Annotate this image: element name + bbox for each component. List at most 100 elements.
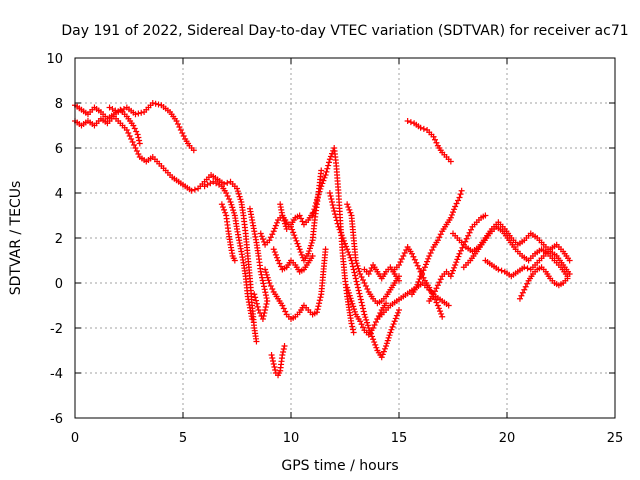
data-point	[309, 253, 316, 259]
data-point	[352, 257, 359, 264]
y-tick-label: 4	[55, 187, 63, 202]
data-point	[463, 235, 470, 242]
data-point	[273, 254, 280, 261]
data-point	[230, 209, 237, 216]
data-point	[383, 343, 390, 349]
data-point	[414, 281, 421, 288]
data-point	[350, 266, 357, 273]
data-point	[433, 299, 440, 306]
data-point	[227, 199, 234, 205]
data-point	[521, 264, 528, 271]
data-point	[275, 257, 282, 264]
data-point	[448, 211, 455, 218]
data-point	[452, 262, 459, 268]
data-point	[236, 193, 243, 200]
data-point	[177, 127, 184, 133]
data-point	[297, 249, 304, 256]
data-point	[281, 217, 288, 224]
data-point	[329, 202, 336, 208]
data-point	[453, 200, 460, 207]
data-point	[370, 336, 377, 343]
data-point	[415, 278, 422, 285]
data-point	[433, 285, 440, 292]
data-point	[305, 250, 312, 257]
data-point	[360, 305, 366, 312]
data-point	[337, 229, 344, 236]
data-point	[273, 219, 280, 226]
data-point	[265, 277, 272, 284]
data-point	[427, 250, 434, 256]
x-tick-label: 15	[391, 431, 408, 446]
series-arc6	[246, 205, 271, 322]
data-point	[357, 293, 364, 300]
data-point	[379, 351, 386, 358]
data-point	[308, 239, 315, 246]
data-point	[451, 206, 458, 213]
data-point	[267, 283, 274, 289]
data-point	[389, 323, 396, 330]
data-point	[261, 286, 268, 293]
data-point	[315, 191, 322, 198]
y-tick-label: -6	[50, 412, 63, 427]
data-point	[380, 348, 387, 355]
data-point	[401, 250, 408, 256]
data-point	[345, 287, 352, 294]
data-point	[417, 124, 424, 131]
data-point	[180, 133, 187, 139]
data-point	[224, 179, 231, 186]
series-arc7	[257, 167, 325, 264]
data-point	[342, 240, 348, 247]
data-point	[276, 260, 283, 267]
data-point	[362, 314, 369, 321]
data-point	[413, 284, 420, 291]
data-point	[358, 299, 365, 306]
data-point	[347, 209, 354, 216]
data-point	[397, 259, 404, 265]
data-points	[72, 100, 573, 379]
data-point	[426, 253, 433, 259]
data-point	[272, 222, 279, 229]
data-point	[435, 305, 442, 312]
data-point	[423, 261, 429, 268]
data-point	[482, 212, 489, 219]
data-point	[359, 302, 366, 309]
data-point	[234, 185, 240, 192]
data-point	[437, 231, 444, 238]
series-arc13	[326, 190, 402, 361]
data-point	[519, 289, 526, 296]
data-point	[354, 284, 361, 291]
data-point	[424, 258, 431, 265]
data-point	[371, 339, 378, 346]
data-point	[335, 223, 342, 230]
data-point	[136, 137, 143, 144]
data-point	[309, 212, 316, 219]
data-point	[292, 235, 299, 241]
data-point	[270, 246, 277, 253]
data-point	[312, 203, 319, 210]
series-arc21	[404, 118, 454, 165]
data-point	[218, 201, 225, 208]
data-point	[234, 188, 241, 195]
data-point	[293, 237, 300, 244]
data-point	[354, 281, 361, 288]
data-point	[445, 302, 452, 309]
data-point	[564, 275, 571, 282]
data-point	[235, 190, 242, 197]
data-point	[448, 270, 455, 277]
series-arc20	[426, 212, 489, 304]
data-point	[351, 306, 358, 313]
data-point	[334, 220, 341, 227]
data-point	[373, 344, 380, 351]
y-tick-label: -4	[50, 367, 63, 382]
data-point	[133, 148, 140, 154]
data-point	[429, 247, 436, 253]
data-point	[456, 194, 463, 201]
data-point	[455, 253, 462, 260]
data-point	[295, 243, 302, 250]
data-point	[179, 130, 186, 136]
data-point	[279, 212, 286, 219]
data-point	[384, 337, 391, 344]
data-point	[339, 235, 346, 241]
x-tick-label: 25	[607, 431, 624, 446]
data-point	[348, 298, 355, 304]
